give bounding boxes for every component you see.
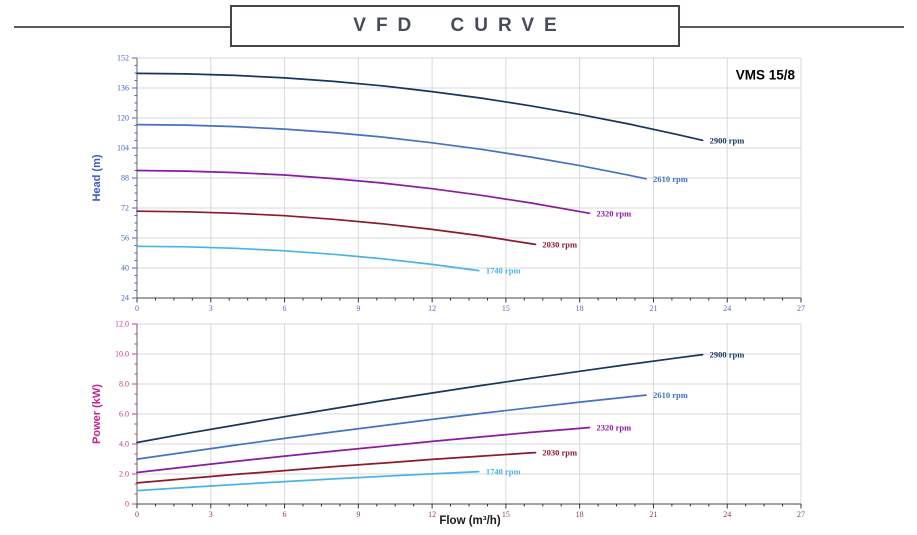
x-tick-label: 24 — [723, 510, 731, 519]
y-tick-label: 2.0 — [119, 470, 129, 479]
y-tick-label: 6.0 — [119, 410, 129, 419]
x-tick-label: 0 — [135, 304, 139, 313]
x-tick-label: 27 — [797, 304, 805, 313]
power-axis-label: Power (kW) — [91, 384, 103, 444]
x-tick-label: 21 — [649, 304, 657, 313]
x-tick-label: 9 — [356, 510, 360, 519]
x-tick-label: 12 — [428, 304, 436, 313]
y-tick-label: 0 — [125, 500, 129, 509]
curve-label-1740-rpm: 1740 rpm — [486, 266, 521, 276]
flow-axis-label: Flow (m³/h) — [439, 515, 501, 527]
curve-label-2610-rpm: 2610 rpm — [653, 174, 688, 184]
x-tick-label: 3 — [209, 304, 213, 313]
curve-2030-rpm — [136, 451, 537, 484]
y-tick-label: 136 — [117, 84, 129, 93]
y-tick-label: 104 — [117, 144, 129, 153]
x-tick-label: 18 — [576, 510, 584, 519]
x-tick-label: 15 — [502, 510, 510, 519]
curve-label-2030-rpm: 2030 rpm — [542, 448, 577, 458]
x-tick-label: 0 — [135, 510, 139, 519]
x-tick-label: 6 — [283, 304, 287, 313]
page-title: VFD CURVE — [353, 15, 567, 36]
pump-model-label: VMS 15/8 — [735, 67, 795, 83]
curve-label-2030-rpm: 2030 rpm — [542, 239, 577, 249]
x-tick-label: 27 — [797, 510, 805, 519]
y-tick-label: 56 — [121, 234, 129, 243]
x-tick-label: 24 — [723, 304, 731, 313]
x-tick-label: 3 — [209, 510, 213, 519]
y-tick-label: 10.0 — [115, 350, 129, 359]
curve-2320-rpm — [136, 426, 591, 474]
curve-label-2320-rpm: 2320 rpm — [597, 423, 632, 433]
x-tick-label: 6 — [283, 510, 287, 519]
y-tick-label: 120 — [117, 114, 129, 123]
y-tick-label: 88 — [121, 174, 129, 183]
y-tick-label: 152 — [117, 54, 129, 63]
curve-2610-rpm — [136, 394, 647, 460]
y-tick-label: 40 — [121, 264, 129, 273]
curve-1740-rpm — [136, 470, 480, 492]
x-tick-label: 21 — [649, 510, 657, 519]
chart-power: 0 3 6 9 12 15 18 21 24 27 12.0 10.0 8.0 6.0 4.0 2.0 0 290… — [115, 320, 805, 520]
x-tick-label: 18 — [576, 304, 584, 313]
x-tick-label: 12 — [428, 510, 436, 519]
y-tick-label: 12.0 — [115, 320, 129, 329]
y-tick-label: 8.0 — [119, 380, 129, 389]
y-tick-label: 72 — [121, 204, 129, 213]
curve-2030-rpm — [136, 210, 537, 246]
y-tick-label: 24 — [121, 294, 129, 303]
curve-label-2610-rpm: 2610 rpm — [653, 390, 688, 400]
y-tick-label: 4.0 — [119, 440, 129, 449]
curve-label-2320-rpm: 2320 rpm — [597, 208, 632, 218]
curve-label-1740-rpm: 1740 rpm — [486, 467, 521, 477]
chart-head: 0 3 6 9 12 15 18 21 24 27 152 136 120 104 88 72 56 40 24 29… — [117, 54, 805, 314]
curve-1740-rpm — [136, 245, 480, 272]
curve-2610-rpm — [136, 123, 647, 180]
curve-2900-rpm — [136, 353, 704, 444]
title-box: VFD CURVE — [230, 5, 680, 47]
curve-label-2900-rpm: 2900 rpm — [710, 135, 745, 145]
curve-2900-rpm — [136, 72, 704, 142]
x-tick-label: 15 — [502, 304, 510, 313]
head-axis-label: Head (m) — [91, 154, 103, 202]
curve-2320-rpm — [136, 169, 591, 215]
x-tick-label: 9 — [356, 304, 360, 313]
curve-label-2900-rpm: 2900 rpm — [710, 350, 745, 360]
